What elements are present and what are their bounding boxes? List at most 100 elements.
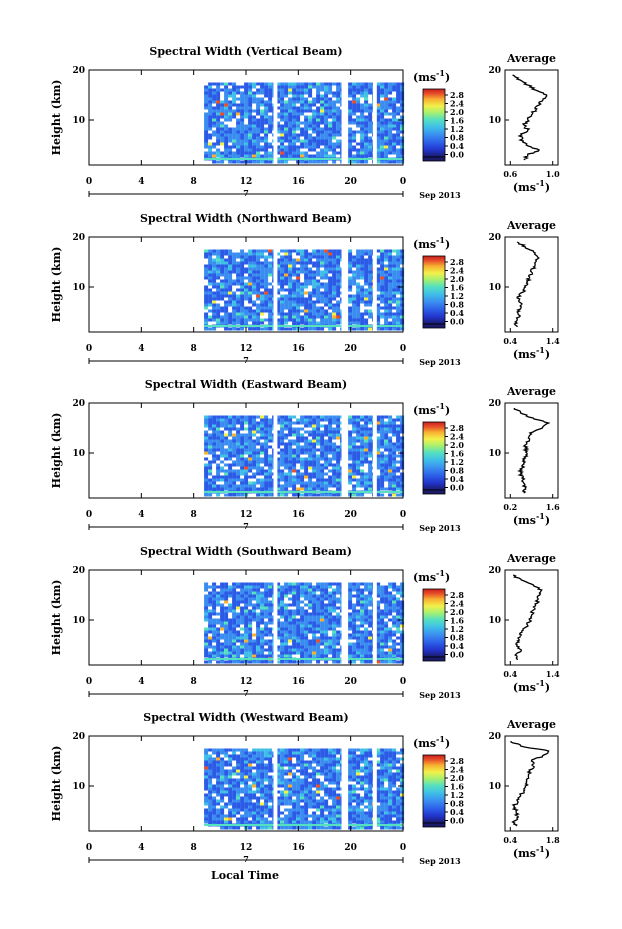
heatmap-cell — [368, 309, 373, 313]
heatmap-cell — [364, 639, 369, 643]
heatmap-cell — [240, 282, 245, 286]
heatmap-cell — [288, 603, 293, 607]
heatmap-cell — [264, 130, 269, 134]
heatmap-cell — [384, 97, 389, 101]
heatmap-cell — [364, 445, 369, 449]
heatmap-cell — [304, 297, 309, 301]
heatmap-cell — [352, 615, 357, 619]
heatmap-cell — [296, 469, 301, 473]
heatmap-cell — [392, 294, 397, 298]
heatmap-cell — [220, 439, 225, 443]
heatmap-cell — [276, 300, 281, 304]
heatmap-cell — [304, 648, 309, 652]
heatmap-cell — [308, 100, 313, 104]
heatmap-cell — [204, 436, 209, 440]
heatmap-cell — [256, 291, 261, 295]
heatmap-cell — [260, 630, 265, 634]
heatmap-cell — [268, 109, 273, 113]
heatmap-cell — [388, 487, 393, 491]
heatmap-cell — [324, 267, 329, 271]
heatmap-cell — [232, 487, 237, 491]
heatmap-cell — [252, 303, 257, 307]
heatmap-cell — [288, 88, 293, 92]
heatmap-cell — [264, 660, 269, 664]
heatmap-cell — [224, 591, 229, 595]
heatmap-cell — [336, 309, 341, 313]
heatmap-cell — [300, 291, 305, 295]
heatmap-cell — [324, 285, 329, 289]
heatmap-cell — [384, 264, 389, 268]
heatmap-cell — [332, 624, 337, 628]
heatmap-cell — [376, 615, 381, 619]
heatmap-cell — [328, 88, 333, 92]
heatmap-cell — [328, 306, 333, 310]
heatmap-cell — [240, 478, 245, 482]
heatmap-cell — [252, 160, 257, 164]
heatmap-cell — [276, 484, 281, 488]
heatmap-cell — [288, 654, 293, 658]
heatmap-cell — [296, 312, 301, 316]
heatmap-cell — [328, 582, 333, 586]
heatmap-cell — [396, 306, 401, 310]
heatmap-cell — [380, 285, 385, 289]
heatmap-cell — [368, 288, 373, 292]
heatmap-cell — [348, 594, 353, 598]
heatmap-cell — [212, 484, 217, 488]
heatmap-cell — [284, 103, 289, 107]
heatmap-cell — [240, 136, 245, 140]
heatmap-cell — [244, 318, 249, 322]
heatmap-cell — [296, 442, 301, 446]
heatmap-cell — [208, 615, 213, 619]
heatmap-cell — [292, 603, 297, 607]
heatmap-cell — [316, 430, 321, 434]
heatmap-cell — [208, 591, 213, 595]
heatmap-cell — [392, 258, 397, 262]
heatmap-cell — [336, 648, 341, 652]
heatmap-cell — [296, 457, 301, 461]
heatmap-cell — [260, 160, 265, 164]
heatmap-cell — [228, 261, 233, 265]
heatmap-cell — [352, 618, 357, 622]
heatmap-cell — [256, 460, 261, 464]
heatmap-cell — [396, 273, 401, 277]
heatmap-cell — [324, 294, 329, 298]
heatmap-cell — [264, 606, 269, 610]
heatmap-cell — [360, 630, 365, 634]
heatmap-cell — [312, 282, 317, 286]
heatmap-cell — [256, 457, 261, 461]
heatmap-cell — [360, 624, 365, 628]
heatmap-cell — [348, 318, 353, 322]
heatmap-cell — [204, 597, 209, 601]
heatmap-cell — [332, 255, 337, 259]
heatmap-cell — [252, 279, 257, 283]
heatmap-cell — [336, 270, 341, 274]
heatmap-cell — [256, 585, 261, 589]
heatmap-cell — [216, 127, 221, 131]
heatmap-cell — [232, 261, 237, 265]
heatmap-cell — [256, 606, 261, 610]
heatmap-cell — [260, 648, 265, 652]
heatmap-cell — [336, 597, 341, 601]
heatmap-cell — [324, 303, 329, 307]
heatmap-cell — [208, 478, 213, 482]
heatmap-cell — [288, 591, 293, 595]
heatmap-cell — [324, 466, 329, 470]
average-y-tick-label: 10 — [488, 283, 501, 293]
colorbar-tick-label: 2.8 — [450, 423, 464, 433]
heatmap-cell — [236, 582, 241, 586]
heatmap-cell — [328, 130, 333, 134]
heatmap-cell — [364, 648, 369, 652]
heatmap-cell — [304, 615, 309, 619]
heatmap-cell — [288, 633, 293, 637]
heatmap-cell — [316, 493, 321, 497]
heatmap-cell — [356, 466, 361, 470]
heatmap-cell — [216, 261, 221, 265]
heatmap-cell — [380, 109, 385, 113]
heatmap-cell — [264, 255, 269, 259]
heatmap-cell — [292, 300, 297, 304]
heatmap-cell — [248, 288, 253, 292]
average-x-label: (ms-1) — [513, 345, 550, 361]
heatmap-cell — [276, 252, 281, 256]
heatmap-cell — [216, 124, 221, 128]
heatmap-cell — [260, 466, 265, 470]
